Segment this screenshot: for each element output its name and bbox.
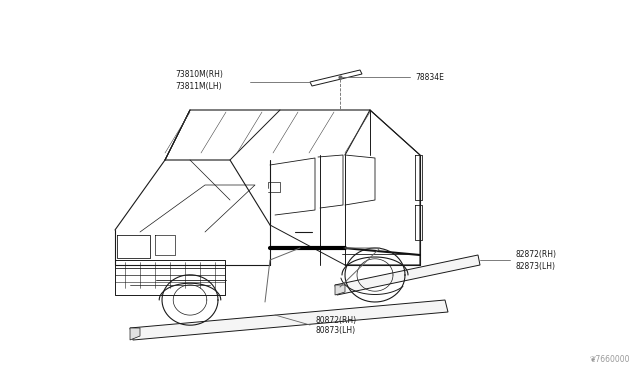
- Text: 73811M(LH): 73811M(LH): [175, 81, 221, 90]
- Polygon shape: [130, 300, 448, 340]
- Text: 82873(LH): 82873(LH): [515, 262, 555, 270]
- Text: 73810M(RH): 73810M(RH): [175, 71, 223, 80]
- Polygon shape: [310, 70, 362, 86]
- Polygon shape: [335, 255, 480, 295]
- Polygon shape: [335, 285, 345, 295]
- Text: 78834E: 78834E: [415, 73, 444, 81]
- Text: 80873(LH): 80873(LH): [315, 327, 355, 336]
- Polygon shape: [130, 328, 140, 340]
- Text: 82872(RH): 82872(RH): [515, 250, 556, 260]
- Text: ❦7660000: ❦7660000: [589, 356, 630, 365]
- Text: 80872(RH): 80872(RH): [315, 315, 356, 324]
